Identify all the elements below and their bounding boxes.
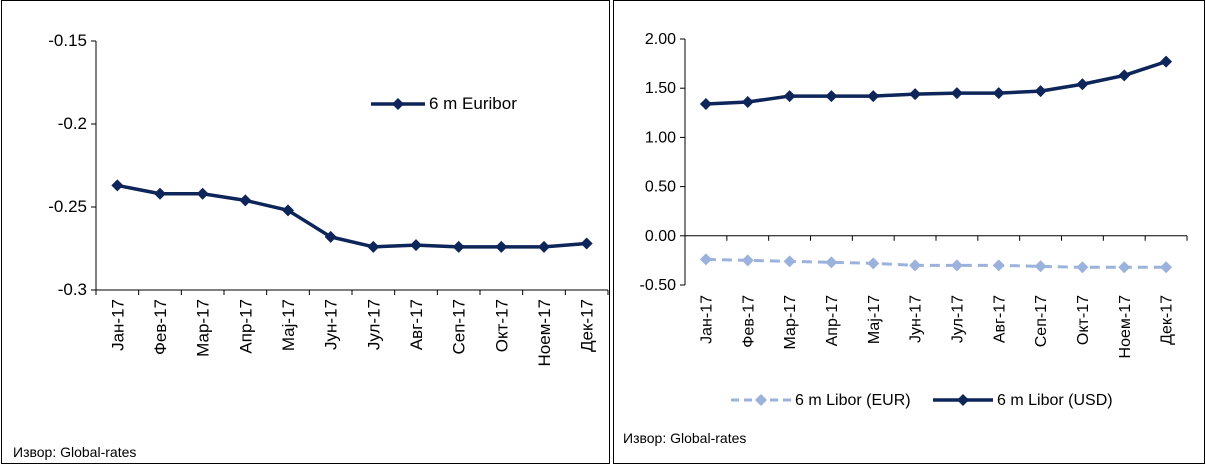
x-tick-label: Авг-17	[991, 295, 1008, 343]
x-tick-label: Ноем-17	[1117, 295, 1134, 359]
series-line	[705, 59, 1167, 106]
data-point	[239, 194, 252, 207]
legend: 6 m Libor (EUR) 6 m Libor (USD)	[731, 392, 1113, 409]
libor-chart: 2.00 1.50 1.00 0.50 0.00 -0.50 Јан-17 Фев-17 Мар…	[640, 31, 1188, 409]
data-point	[1118, 69, 1131, 82]
libor-chart-panel: 2.00 1.50 1.00 0.50 0.00 -0.50 Јан-17 Фев-17 Мар…	[613, 0, 1205, 464]
x-tick-label: Јул-17	[364, 299, 383, 350]
x-tick-label: Фев-17	[740, 295, 757, 348]
x-tick-label: Мар-17	[782, 295, 799, 350]
data-point	[1034, 260, 1047, 273]
x-tick-label: Сеп-17	[450, 299, 469, 355]
series-line	[116, 183, 587, 249]
x-tick-label: Окт-17	[1075, 295, 1092, 345]
data-point	[111, 179, 124, 192]
series-group	[699, 253, 1173, 274]
data-point	[154, 187, 166, 200]
data-point	[783, 255, 796, 268]
x-tick-label: Мај-17	[866, 295, 883, 344]
data-point	[699, 253, 712, 266]
y-tick-label: -0.15	[48, 31, 87, 50]
x-tick-label: Апр-17	[824, 295, 841, 346]
data-point	[1118, 261, 1131, 274]
data-point	[452, 240, 465, 253]
y-tick-label: -0.25	[48, 197, 87, 216]
data-point	[580, 237, 593, 250]
x-tick-label: Јул-17	[950, 295, 967, 343]
legend-marker	[957, 394, 969, 406]
x-tick-label: Дек-17	[578, 299, 597, 352]
legend-label: 6 m Libor (EUR)	[795, 392, 911, 409]
data-point	[1076, 78, 1089, 91]
y-tick-label: -0.3	[58, 280, 87, 299]
x-tick-label: Апр-17	[236, 299, 255, 354]
legend: 6 m Euribor	[371, 94, 517, 113]
data-point	[324, 230, 337, 243]
data-point	[741, 95, 754, 108]
data-point	[367, 240, 380, 253]
x-tick-label: Мар-17	[194, 299, 213, 357]
series-line	[705, 257, 1167, 269]
y-tick-label: 1.00	[645, 129, 676, 146]
y-tick-label: 0.00	[645, 228, 676, 245]
data-point	[909, 259, 922, 272]
data-point	[741, 254, 754, 267]
data-point	[992, 259, 1005, 272]
data-point	[699, 97, 712, 110]
y-tick-label: -0.2	[58, 114, 87, 133]
x-tick-label: Јун-17	[908, 295, 925, 343]
data-point	[950, 87, 963, 100]
legend-label: 6 m Libor (USD)	[997, 392, 1113, 409]
data-point	[867, 257, 880, 270]
data-point	[1160, 261, 1173, 274]
data-point	[825, 90, 838, 103]
legend-label: 6 m Euribor	[429, 94, 517, 113]
x-tick-label: Окт-17	[492, 299, 511, 352]
euribor-chart-panel: -0.15 -0.2 -0.25 -0.3 Јан-17 Фев-17 Мар-17 Апр-…	[1, 0, 610, 464]
data-point	[1076, 261, 1089, 274]
data-point	[950, 259, 963, 272]
data-point	[282, 204, 294, 217]
data-point	[1160, 55, 1173, 68]
data-point	[196, 187, 209, 200]
euribor-chart: -0.15 -0.2 -0.25 -0.3 Јан-17 Фев-17 Мар-17 Апр-…	[48, 31, 609, 366]
y-tick-label: 0.50	[645, 179, 676, 196]
data-point	[495, 240, 508, 253]
data-point	[783, 90, 796, 103]
y-tick-label: 1.50	[645, 80, 676, 97]
legend-marker	[392, 98, 404, 110]
series-group	[699, 55, 1173, 110]
x-tick-label: Сеп-17	[1033, 295, 1050, 347]
y-tick-label: 2.00	[645, 31, 676, 48]
x-tick-label: Мај-17	[279, 299, 298, 351]
series-group	[111, 179, 593, 253]
data-point	[867, 90, 880, 103]
x-tick-label: Авг-17	[407, 299, 426, 350]
x-tick-label: Јан-17	[108, 299, 127, 351]
x-tick-label: Дек-17	[1159, 295, 1176, 345]
source-note: Извор: Global-rates	[13, 444, 137, 460]
data-point	[825, 256, 838, 269]
x-tick-label: Ноем-17	[535, 299, 554, 366]
data-point	[992, 87, 1005, 100]
data-point	[538, 240, 550, 253]
data-point	[1034, 85, 1047, 98]
data-point	[410, 239, 422, 252]
data-point	[909, 88, 922, 101]
x-tick-label: Јан-17	[699, 295, 716, 344]
source-note: Извор: Global-rates	[623, 430, 747, 446]
y-tick-label: -0.50	[640, 277, 677, 294]
x-tick-label: Јун-17	[322, 299, 341, 350]
x-tick-label: Фев-17	[151, 299, 170, 355]
legend-marker	[755, 394, 767, 406]
